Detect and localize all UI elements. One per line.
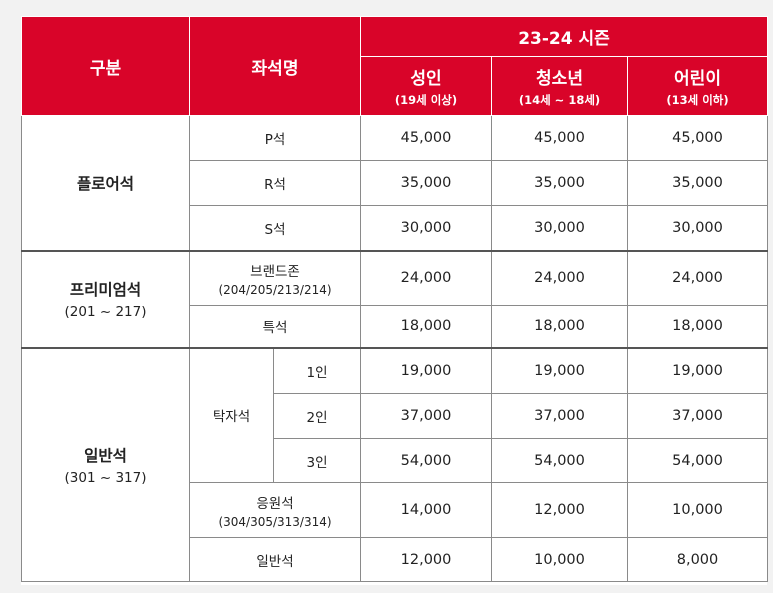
price-youth: 24,000 [491, 249, 629, 306]
header-season: 23-24 시즌 [360, 16, 769, 57]
header-seat-name: 좌석명 [188, 16, 362, 116]
category-premium-label: 프리미엄석 [69, 281, 142, 299]
category-premium: 프리미엄석 (201 ~ 217) [21, 249, 190, 348]
price-youth: 18,000 [491, 305, 629, 348]
header-child-label: 어린이 [674, 69, 721, 89]
header-adult-label: 성인 [410, 69, 442, 89]
price-child: 18,000 [627, 305, 769, 348]
seat-table-2p: 2인 [272, 393, 362, 439]
table-row: 2인 37,000 37,000 37,000 [22, 393, 769, 439]
header-youth: 청소년 (14세 ~ 18세) [491, 56, 629, 116]
seat-cheer-sub: (304/305/313/314) [218, 514, 332, 529]
price-youth: 54,000 [491, 438, 629, 483]
price-adult: 35,000 [360, 160, 493, 206]
header-youth-sub: (14세 ~ 18세) [518, 93, 601, 107]
header-child: 어린이 (13세 이하) [627, 56, 769, 116]
seat-special: 특석 [188, 305, 362, 348]
price-adult: 37,000 [360, 393, 493, 439]
price-adult: 24,000 [360, 249, 493, 306]
seat-brand-zone: 브랜드존 (204/205/213/214) [188, 249, 362, 306]
price-adult: 14,000 [360, 482, 493, 538]
table-row: R석 35,000 35,000 35,000 [22, 160, 769, 206]
header-category: 구분 [21, 16, 190, 116]
seat-table: 탁자석 [189, 346, 274, 483]
price-table-container: 구분 좌석명 23-24 시즌 성인 (19세 이상) 청소년 (14세 ~ 1… [21, 16, 769, 585]
seat-s: S석 [188, 205, 362, 251]
seat-table-3p: 3인 [272, 438, 362, 483]
table-row: 플로어석 P석 45,000 45,000 45,000 [21, 115, 769, 251]
category-general-range: (301 ~ 317) [64, 469, 147, 486]
seat-normal: 일반석 [188, 537, 362, 582]
price-youth: 37,000 [491, 393, 629, 439]
table-row: 프리미엄석 (201 ~ 217) 브랜드존 (204/205/213/214)… [21, 249, 769, 348]
seat-cheer: 응원석 (304/305/313/314) [188, 482, 362, 538]
price-youth: 19,000 [491, 346, 629, 394]
seat-p: P석 [188, 115, 362, 161]
price-youth: 12,000 [491, 482, 629, 538]
seat-r: R석 [188, 160, 362, 206]
price-adult: 19,000 [360, 346, 493, 394]
table-row: 응원석 (304/305/313/314) 14,000 12,000 10,0… [22, 482, 769, 538]
price-youth: 35,000 [491, 160, 629, 206]
category-premium-range: (201 ~ 217) [64, 304, 147, 320]
price-child: 19,000 [627, 346, 769, 394]
price-child: 45,000 [627, 115, 769, 161]
header-child-sub: (13세 이하) [666, 93, 729, 107]
price-adult: 30,000 [360, 205, 493, 251]
seat-brand-zone-label: 브랜드존 [250, 263, 300, 280]
table-row: 3인 54,000 54,000 54,000 [22, 438, 769, 483]
price-child: 37,000 [627, 393, 769, 439]
table-row: 일반석 (301 ~ 317) 탁자석 1인 19,000 19,000 19,… [21, 346, 769, 582]
price-child: 54,000 [627, 438, 769, 483]
price-child: 8,000 [627, 537, 769, 582]
price-child: 24,000 [627, 249, 769, 306]
price-child: 30,000 [627, 205, 769, 251]
price-adult: 54,000 [360, 438, 493, 483]
price-child: 10,000 [627, 482, 769, 538]
category-general: 일반석 (301 ~ 317) [21, 346, 190, 582]
price-adult: 12,000 [360, 537, 493, 582]
header-adult: 성인 (19세 이상) [360, 56, 493, 116]
category-floor: 플로어석 [21, 115, 190, 251]
table-row: 특석 18,000 18,000 18,000 [22, 305, 769, 348]
category-general-label: 일반석 [84, 446, 127, 465]
header-youth-label: 청소년 [536, 69, 583, 89]
price-child: 35,000 [627, 160, 769, 206]
seat-brand-zone-sub: (204/205/213/214) [218, 282, 332, 297]
price-youth: 10,000 [491, 537, 629, 582]
seat-table-1p: 1인 [272, 346, 362, 394]
price-youth: 30,000 [491, 205, 629, 251]
header-adult-sub: (19세 이상) [394, 93, 458, 107]
table-row: 일반석 12,000 10,000 8,000 [22, 537, 769, 582]
price-adult: 18,000 [360, 305, 493, 348]
ticket-price-table: 구분 좌석명 23-24 시즌 성인 (19세 이상) 청소년 (14세 ~ 1… [21, 16, 769, 582]
seat-cheer-label: 응원석 [256, 495, 294, 512]
price-adult: 45,000 [360, 115, 493, 161]
table-row: S석 30,000 30,000 30,000 [22, 205, 769, 251]
price-youth: 45,000 [491, 115, 629, 161]
